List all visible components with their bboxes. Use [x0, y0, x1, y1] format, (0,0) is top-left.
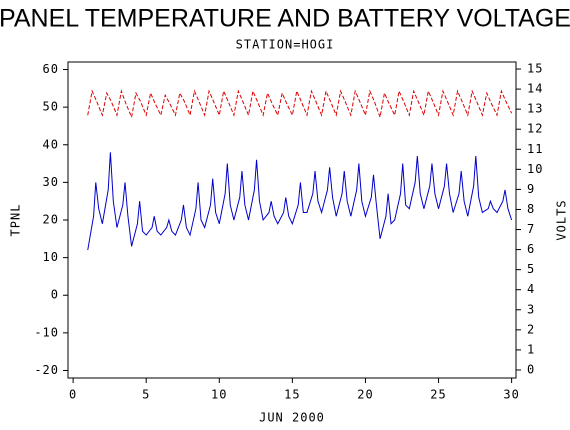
plot-frame: [67, 61, 517, 379]
y2-tick-label: 5: [527, 262, 535, 276]
y-tick-label: -20: [34, 363, 59, 377]
series-line: [87, 89, 513, 120]
y2-tick-label: 9: [527, 182, 535, 196]
y2-axis-label: VOLTS: [555, 199, 569, 240]
y2-tick-label: 2: [527, 322, 535, 336]
y2-tick-label: 1: [527, 342, 535, 356]
y-tick-label: 30: [43, 175, 59, 189]
y-tick-label: 0: [51, 288, 59, 302]
y2-tick-label: 12: [527, 122, 543, 136]
y2-tick-label: 8: [527, 202, 535, 216]
y-axis-label: TPNL: [9, 204, 23, 237]
y-tick-label: 50: [43, 100, 59, 114]
x-tick-label: 30: [503, 388, 519, 402]
y2-tick-label: 10: [527, 162, 543, 176]
y-tick-label: -10: [34, 325, 59, 339]
y2-tick-label: 14: [527, 82, 543, 96]
chart-subtitle: STATION=HOGI: [236, 38, 335, 52]
y2-tick-label: 11: [527, 142, 543, 156]
x-tick-label: 15: [284, 388, 300, 402]
y-tick-label: 10: [43, 250, 59, 264]
y2-tick-label: 13: [527, 102, 543, 116]
y2-tick-label: 15: [527, 62, 543, 76]
x-tick-label: 20: [357, 388, 373, 402]
chart-title: PANEL TEMPERATURE AND BATTERY VOLTAGE: [0, 5, 570, 33]
y-tick-label: 40: [43, 137, 59, 151]
y2-tick-label: 4: [527, 282, 535, 296]
x-tick-label: 0: [69, 388, 77, 402]
x-tick-label: 25: [430, 388, 446, 402]
series-line: [87, 152, 513, 251]
y2-tick-label: 6: [527, 242, 535, 256]
y2-tick-label: 7: [527, 222, 535, 236]
x-tick-label: 5: [142, 388, 150, 402]
x-axis-label: JUN 2000: [259, 411, 325, 425]
y2-tick-label: 3: [527, 302, 535, 316]
x-tick-label: 10: [211, 388, 227, 402]
y2-tick-label: 0: [527, 362, 535, 376]
y-tick-label: 20: [43, 213, 59, 227]
y-tick-label: 60: [43, 62, 59, 76]
